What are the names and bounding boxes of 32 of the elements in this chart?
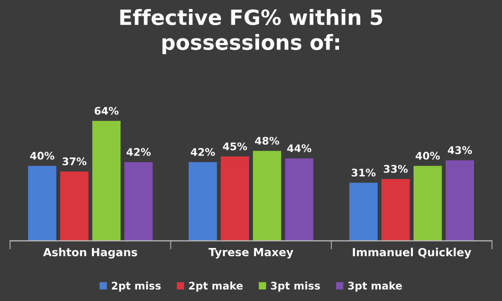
bar xyxy=(285,158,314,241)
data-label: 31% xyxy=(352,168,376,177)
bar xyxy=(252,150,282,241)
data-label: 43% xyxy=(448,146,472,154)
data-label: 44% xyxy=(287,144,312,152)
bar xyxy=(28,166,56,241)
legend-label: 2pt make xyxy=(189,282,243,292)
data-label: 42% xyxy=(126,148,151,156)
bar xyxy=(446,160,474,241)
data-label: 37% xyxy=(62,157,86,166)
bar xyxy=(188,162,217,241)
bar xyxy=(124,162,153,241)
x-tick-label: Immanuel Quickley xyxy=(352,248,472,259)
x-tick-label: Tyrese Maxey xyxy=(208,248,294,258)
legend-label: 3pt make xyxy=(348,282,402,292)
legend-label: 2pt miss xyxy=(112,282,161,292)
chart-title: Effective FG% within 5 possessions of: xyxy=(120,9,382,54)
bar xyxy=(92,120,121,241)
data-label: 40% xyxy=(416,152,440,160)
bar xyxy=(220,156,250,241)
bar xyxy=(414,166,442,241)
legend-label: 3pt miss xyxy=(270,282,320,292)
data-label: 40% xyxy=(30,152,54,160)
data-label: 42% xyxy=(190,148,215,156)
data-label: 64% xyxy=(94,106,119,115)
bar xyxy=(349,182,378,241)
data-label: 45% xyxy=(222,142,248,150)
data-label: 33% xyxy=(384,164,408,173)
bar xyxy=(381,178,410,241)
data-label: 48% xyxy=(255,136,280,145)
bar xyxy=(60,171,88,241)
x-tick-label: Ashton Hagans xyxy=(43,248,138,259)
